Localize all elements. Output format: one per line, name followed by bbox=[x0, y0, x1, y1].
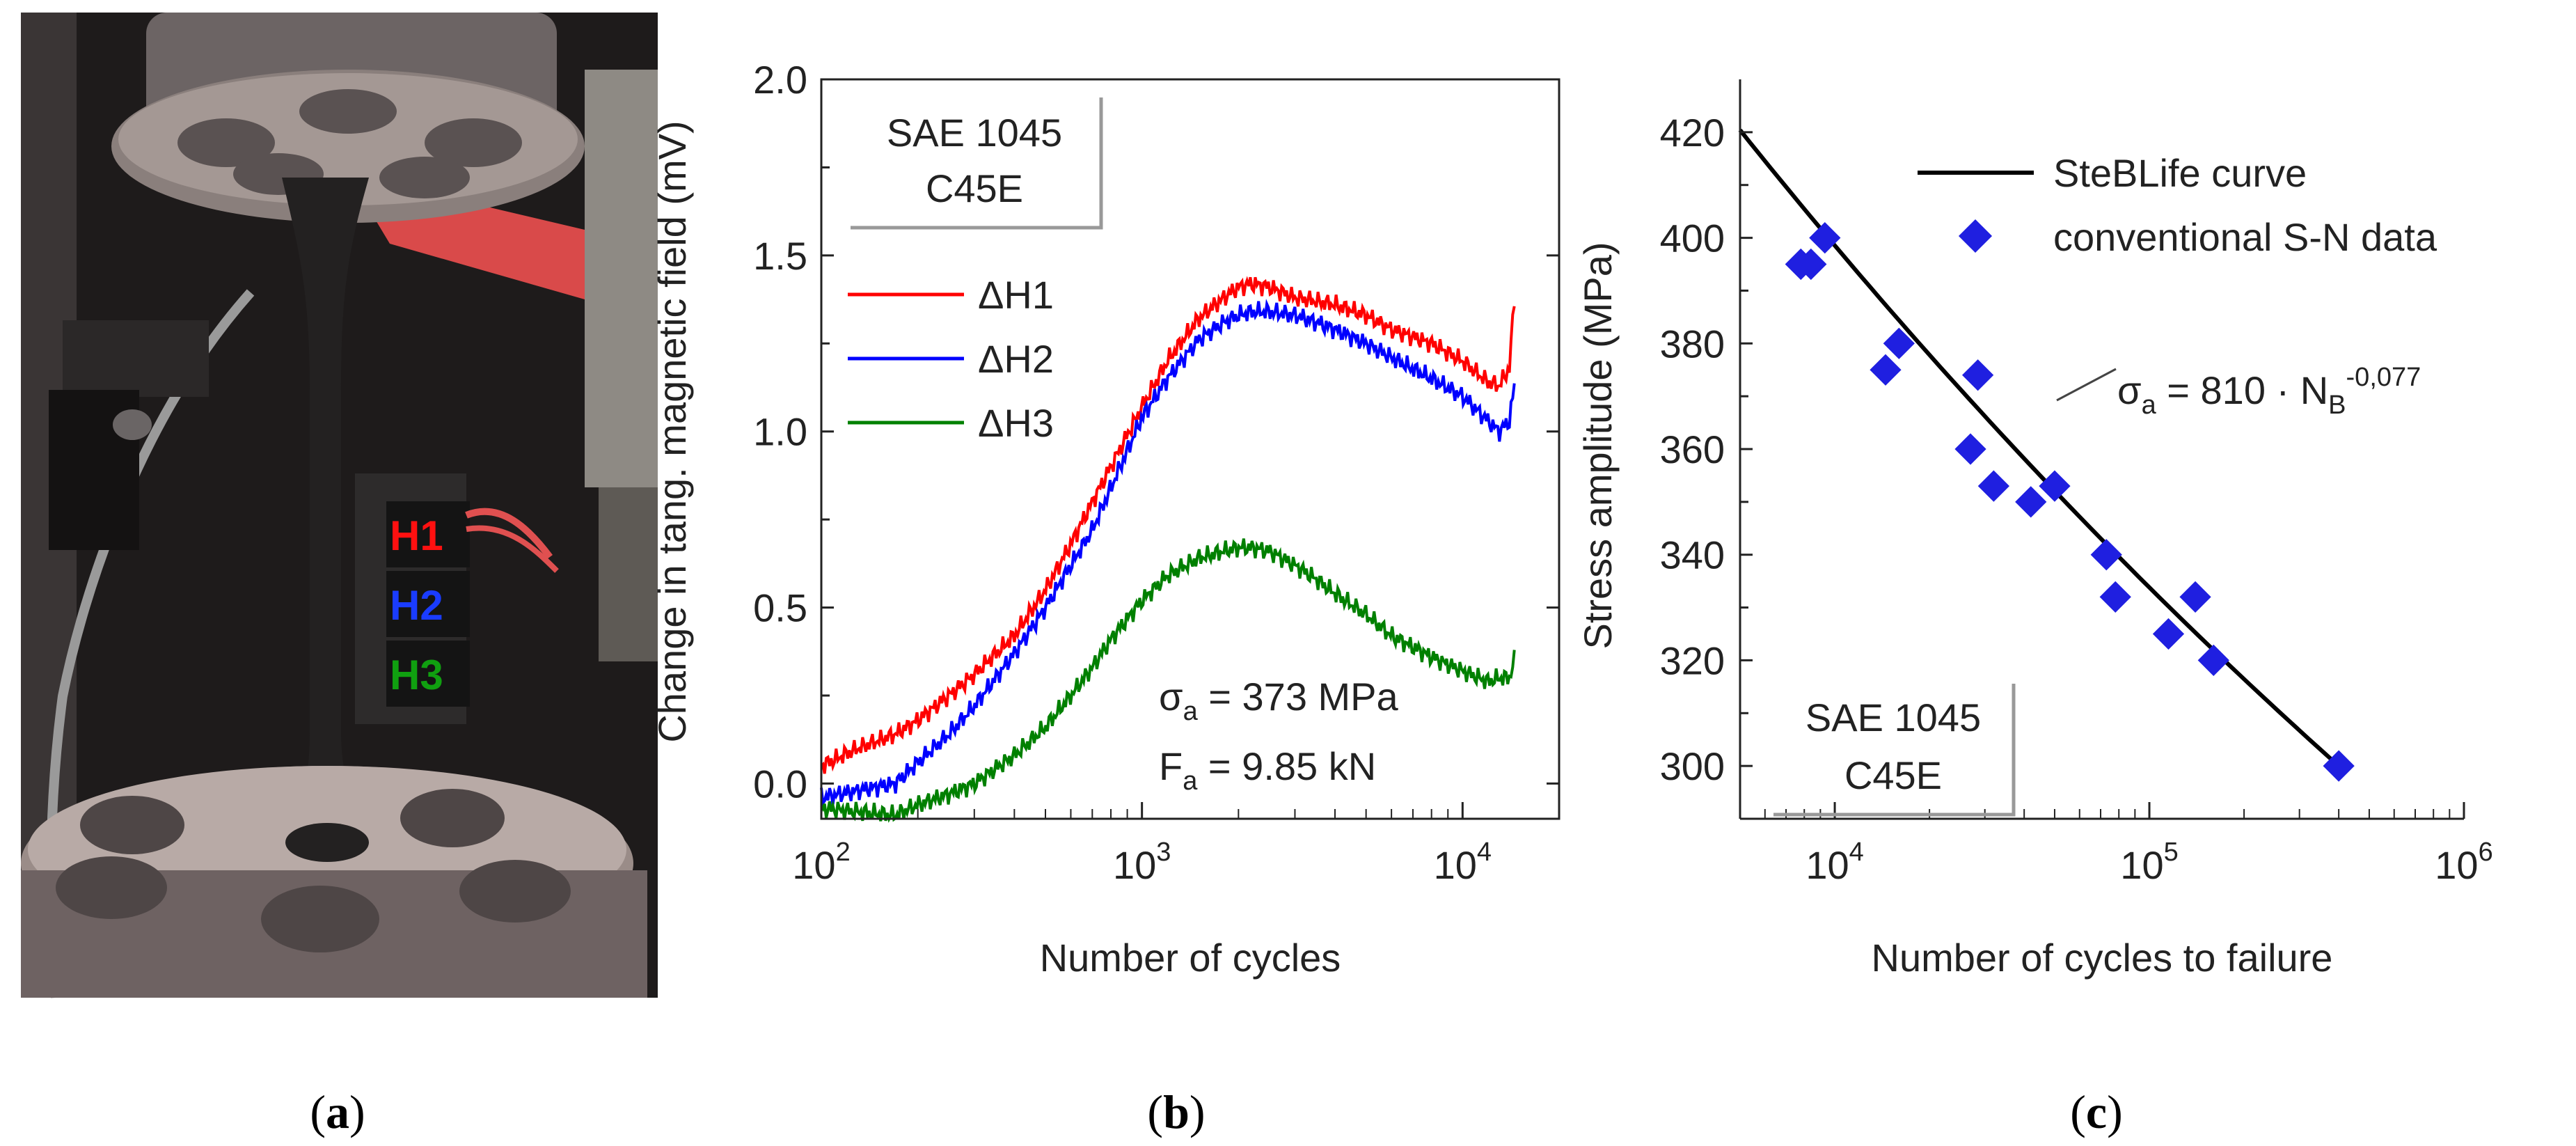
photo-label-h1: H1 bbox=[390, 512, 443, 559]
chart-c-material-line1: SAE 1045 bbox=[1805, 696, 1981, 739]
caption-a: (a) bbox=[310, 1085, 365, 1138]
photo-label-h3: H3 bbox=[390, 652, 443, 698]
chart-b-ytick-label: 0.0 bbox=[753, 762, 807, 806]
chart-c-point bbox=[2152, 618, 2185, 650]
chart-c-point bbox=[2039, 470, 2071, 502]
chart-c-ytick-label: 340 bbox=[1660, 533, 1725, 577]
chart-c-xtick-label: 104 bbox=[1805, 838, 1863, 887]
chart-c-ytick-label: 320 bbox=[1660, 638, 1725, 682]
chart-c-point bbox=[2099, 581, 2131, 613]
chart-b: 0.0 0.5 1.0 1.5 2.0 102 103 104 Change in tang.… bbox=[650, 58, 1560, 980]
chart-c-point bbox=[2197, 644, 2229, 677]
chart-c-xtick-label: 105 bbox=[2120, 838, 2178, 887]
chart-b-xtick-label: 103 bbox=[1113, 838, 1171, 887]
chart-b-xtick-label: 102 bbox=[792, 838, 850, 887]
chart-b-xlabel: Number of cycles bbox=[1040, 936, 1341, 980]
chart-c-material-box bbox=[1773, 684, 2016, 817]
caption-c: (c) bbox=[2070, 1085, 2123, 1138]
chart-c-point bbox=[1954, 433, 1986, 465]
chart-b-ytick-label: 1.0 bbox=[753, 410, 807, 454]
chart-b-ylabel: Change in tang. magnetic field (mV) bbox=[650, 120, 694, 742]
chart-c-point bbox=[2179, 581, 2211, 613]
chart-c-xtick-label: 106 bbox=[2435, 838, 2492, 887]
chart-b-material-line2: C45E bbox=[926, 166, 1023, 210]
chart-c-ytick-label: 360 bbox=[1660, 427, 1725, 471]
chart-c-ylabel: Stress amplitude (MPa) bbox=[1576, 242, 1620, 649]
chart-b-ytick-label: 1.5 bbox=[753, 234, 807, 278]
chart-c-point bbox=[1962, 359, 1994, 391]
chart-b-xtick-label: 104 bbox=[1434, 838, 1492, 887]
chart-c-legend-curve: SteBLife curve bbox=[2053, 151, 2307, 195]
chart-c-mark-layer bbox=[1738, 128, 2355, 782]
chart-c-point bbox=[1977, 470, 2009, 502]
chart-c-fit-curve bbox=[1738, 128, 2341, 768]
chart-b-legend-h1: ΔH1 bbox=[978, 273, 1054, 317]
chart-b-ytick-label: 0.5 bbox=[753, 586, 807, 630]
chart-b-series-2 bbox=[820, 299, 1516, 807]
chart-c-material-line2: C45E bbox=[1844, 753, 1942, 797]
photo-panel: H1 H2 H3 bbox=[21, 13, 658, 998]
chart-b-legend-h2: ΔH2 bbox=[978, 337, 1054, 381]
chart-c-equation-leader bbox=[2056, 368, 2117, 402]
chart-c: 300 320 340 360 380 400 420 104 105 106 Stress am… bbox=[1576, 79, 2493, 980]
chart-c-legend-swatch-points bbox=[1958, 219, 1993, 253]
chart-c-ytick-label: 380 bbox=[1660, 322, 1725, 366]
chart-c-point bbox=[2323, 750, 2355, 782]
chart-b-annotation-force: Fa = 9.85 kN bbox=[1159, 744, 1376, 796]
chart-b-material-box bbox=[851, 97, 1103, 230]
chart-b-series-layer bbox=[820, 276, 1516, 823]
chart-c-ytick-label: 420 bbox=[1660, 111, 1725, 155]
chart-b-ticks: 0.0 0.5 1.0 1.5 2.0 102 103 104 bbox=[753, 58, 1560, 887]
chart-b-series-3 bbox=[820, 538, 1516, 823]
caption-b: (b) bbox=[1147, 1085, 1205, 1138]
chart-c-point bbox=[2015, 486, 2047, 518]
chart-b-ytick-label: 2.0 bbox=[753, 58, 807, 102]
chart-b-series-1 bbox=[820, 276, 1516, 774]
chart-c-point bbox=[1870, 354, 1902, 386]
chart-c-equation: σa = 810 · NB-0,077 bbox=[2117, 363, 2421, 420]
chart-b-material-line1: SAE 1045 bbox=[887, 111, 1062, 155]
chart-c-ytick-label: 400 bbox=[1660, 217, 1725, 260]
chart-c-legend-points: conventional S-N data bbox=[2053, 215, 2437, 259]
photo-label-h2: H2 bbox=[390, 582, 443, 629]
chart-b-frame bbox=[820, 78, 1560, 820]
chart-b-annotation-sigma: σa = 373 MPa bbox=[1159, 675, 1399, 726]
chart-c-ytick-label: 300 bbox=[1660, 744, 1725, 788]
chart-b-legend-h3: ΔH3 bbox=[978, 401, 1054, 445]
chart-c-point bbox=[2090, 539, 2122, 571]
chart-c-ticks: 300 320 340 360 380 400 420 104 105 106 bbox=[1660, 111, 2493, 887]
chart-c-xlabel: Number of cycles to failure bbox=[1872, 936, 2333, 980]
